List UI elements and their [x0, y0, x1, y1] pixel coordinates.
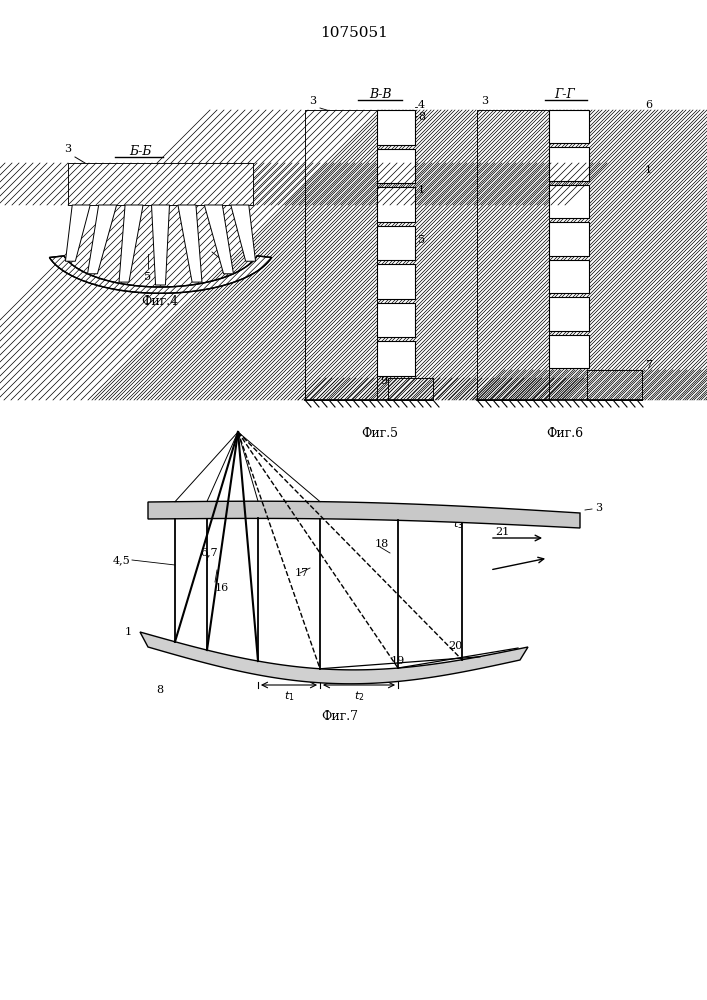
Polygon shape [148, 501, 580, 528]
Polygon shape [88, 205, 117, 274]
Text: 8: 8 [418, 112, 425, 122]
Text: Фиг.4: Фиг.4 [141, 295, 179, 308]
Polygon shape [204, 205, 233, 274]
Text: В-В: В-В [369, 88, 391, 101]
Bar [587, 370, 642, 400]
Text: 3: 3 [64, 144, 71, 154]
Bar [549, 222, 589, 256]
Polygon shape [151, 205, 170, 285]
Bar [68, 163, 253, 205]
Polygon shape [230, 205, 255, 261]
Text: 5: 5 [418, 235, 425, 245]
Text: $t_1$: $t_1$ [284, 689, 294, 703]
Bar [388, 378, 433, 400]
Text: $t_2$: $t_2$ [354, 689, 364, 703]
Text: 1: 1 [418, 185, 425, 195]
Text: $t_3$: $t_3$ [453, 517, 464, 531]
Bar [477, 110, 549, 400]
Text: 7: 7 [83, 274, 90, 284]
Bar [377, 264, 415, 299]
Polygon shape [140, 632, 528, 684]
Text: Фиг.7: Фиг.7 [322, 710, 358, 723]
Bar [549, 297, 589, 331]
Bar [377, 110, 415, 145]
Bar [549, 110, 589, 143]
Text: 25: 25 [380, 365, 395, 375]
Text: 4: 4 [418, 100, 425, 110]
Text: 6,7: 6,7 [200, 547, 218, 557]
Polygon shape [178, 205, 202, 282]
Text: 3: 3 [481, 96, 489, 106]
Text: 3: 3 [310, 96, 317, 106]
Bar [377, 187, 415, 222]
Text: 21: 21 [495, 527, 509, 537]
Text: 7: 7 [645, 360, 652, 370]
Text: 1075051: 1075051 [320, 26, 388, 40]
Text: Фиг.6: Фиг.6 [547, 427, 583, 440]
Text: 18: 18 [375, 539, 390, 549]
Text: 9: 9 [380, 376, 387, 386]
Polygon shape [119, 205, 143, 282]
Text: 1: 1 [223, 264, 230, 274]
Bar [305, 110, 377, 400]
Polygon shape [49, 256, 271, 293]
Text: 1: 1 [125, 627, 132, 637]
Polygon shape [66, 205, 90, 261]
Bar [377, 149, 415, 183]
Bar [68, 163, 253, 205]
Text: Б-Б: Б-Б [129, 145, 151, 158]
Bar [305, 110, 377, 400]
Bar [388, 378, 433, 400]
Text: 5: 5 [144, 272, 151, 282]
Text: 4,5: 4,5 [112, 555, 130, 565]
Bar [477, 110, 549, 400]
Text: 6: 6 [645, 100, 652, 110]
Bar [377, 226, 415, 260]
Bar [549, 335, 589, 368]
Text: 1: 1 [645, 165, 652, 175]
Text: 19: 19 [391, 656, 405, 666]
Bar [587, 370, 642, 400]
Text: 20: 20 [448, 641, 462, 651]
Text: 3: 3 [595, 503, 602, 513]
Text: 8: 8 [156, 685, 163, 695]
Text: 16: 16 [215, 583, 229, 593]
Text: Фиг.5: Фиг.5 [361, 427, 399, 440]
Bar [377, 303, 415, 337]
Text: 17: 17 [295, 568, 309, 578]
Bar [549, 185, 589, 218]
Bar [549, 260, 589, 293]
Bar [377, 341, 415, 376]
Text: Г-Г: Г-Г [554, 88, 575, 101]
Bar [549, 147, 589, 181]
